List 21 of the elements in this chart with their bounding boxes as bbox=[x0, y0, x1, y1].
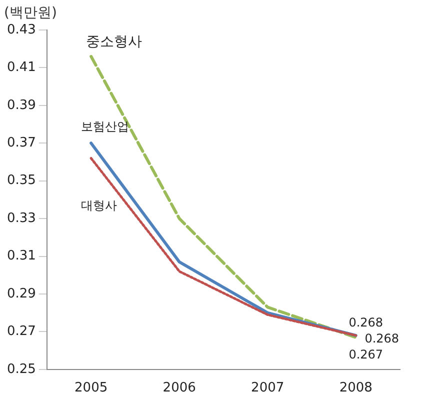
y-tick-label: 0.41 bbox=[6, 60, 36, 76]
y-tick-label: 0.33 bbox=[6, 210, 36, 226]
y-tick-label: 0.39 bbox=[6, 98, 36, 113]
y-tick-label: 0.37 bbox=[6, 136, 36, 151]
x-tick-label: 2006 bbox=[162, 380, 196, 396]
series-label: 보험산업 bbox=[81, 119, 130, 134]
x-tick-label: 2005 bbox=[74, 380, 108, 396]
y-tick-label: 0.43 bbox=[6, 22, 36, 38]
data-label: 0.268 bbox=[364, 332, 400, 346]
y-tick-label: 0.31 bbox=[6, 248, 36, 264]
y-tick-label: 0.25 bbox=[6, 362, 36, 377]
x-tick-label: 2008 bbox=[339, 380, 372, 396]
y-tick-label: 0.27 bbox=[6, 324, 36, 340]
x-tick-label: 2007 bbox=[251, 380, 284, 396]
y-axis-title: (백만원) bbox=[4, 4, 57, 22]
series-label: 대형사 bbox=[81, 198, 118, 212]
y-tick-label: 0.35 bbox=[6, 173, 36, 188]
y-tick-label: 0.29 bbox=[6, 286, 36, 302]
series-label: 중소형사 bbox=[86, 34, 142, 50]
data-label: 0.267 bbox=[348, 347, 384, 362]
data-label: 0.268 bbox=[348, 316, 384, 330]
